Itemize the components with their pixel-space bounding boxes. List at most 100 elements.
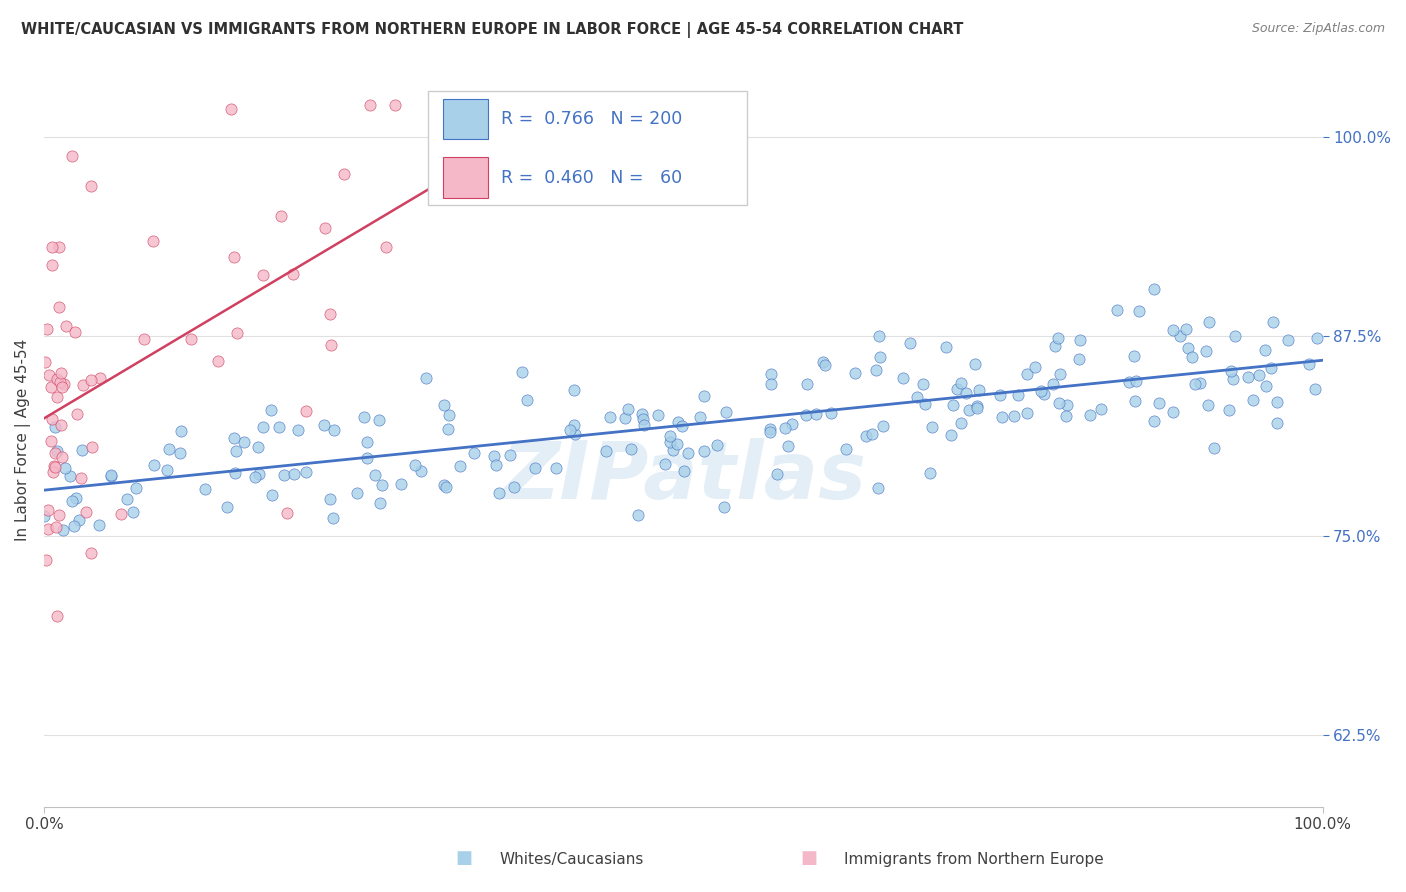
Point [898,336,921,351]
Point [70,442,93,457]
Point [905,391,928,405]
Point [226,326,249,340]
Point [949,376,972,390]
Point [55,319,77,334]
Point [110,507,132,521]
Point [647,409,669,423]
Point [1143,282,1166,296]
Point [1056,398,1078,412]
Point [562,417,585,432]
FancyBboxPatch shape [427,91,748,205]
Point [39,434,62,449]
Point [80,373,103,387]
Point [80,178,103,193]
Point [866,481,889,495]
Point [404,458,426,472]
Point [65,491,87,505]
Point [356,434,378,449]
Point [45,520,67,534]
Point [252,268,274,282]
Point [1195,343,1218,358]
Point [654,457,676,471]
Point [1265,416,1288,430]
Point [437,408,460,422]
Point [1247,368,1270,382]
Text: ■: ■ [800,849,817,867]
Point [389,477,412,491]
Point [921,420,943,434]
Point [100,467,122,482]
Point [41,412,63,426]
Point [1188,376,1211,391]
Point [294,465,316,479]
Point [759,422,782,436]
Text: WHITE/CAUCASIAN VS IMMIGRANTS FROM NORTHERN EUROPE IN LABOR FORCE | AGE 45-54 CO: WHITE/CAUCASIAN VS IMMIGRANTS FROM NORTH… [21,22,963,38]
Point [42,465,65,479]
Point [37,502,59,516]
Point [1260,360,1282,375]
Point [564,427,586,442]
Point [820,406,842,420]
Point [918,466,941,480]
Point [516,393,538,408]
Point [1002,409,1025,424]
Point [965,357,987,371]
Point [1241,392,1264,407]
Point [1090,402,1112,417]
Point [45,608,67,623]
Point [48,300,70,314]
Point [631,411,654,425]
Point [449,459,471,474]
Text: ZIPatlas: ZIPatlas [501,438,866,516]
Point [523,460,546,475]
Point [89,371,111,385]
Point [776,439,799,453]
Point [48,508,70,522]
Point [260,403,283,417]
Point [1069,352,1091,367]
Point [276,506,298,520]
Point [1161,323,1184,337]
Point [689,410,711,425]
Point [1032,387,1054,401]
Point [63,325,86,339]
Point [782,417,804,432]
Point [759,376,782,391]
Point [319,338,342,352]
Point [41,258,63,272]
Point [969,383,991,397]
Point [100,468,122,483]
Point [1218,402,1240,417]
Point [627,508,650,522]
Point [1254,343,1277,358]
Point [806,407,828,421]
Point [287,424,309,438]
Point [706,438,728,452]
Point [1024,359,1046,374]
Point [1184,376,1206,391]
Point [319,307,342,321]
Point [692,444,714,458]
Point [364,468,387,483]
Point [44,458,66,473]
Point [371,478,394,492]
Point [814,358,837,372]
Point [1202,442,1225,456]
Point [142,234,165,248]
Point [194,482,217,496]
Point [966,401,988,415]
Point [1015,406,1038,420]
Point [1042,376,1064,391]
Point [613,411,636,425]
Point [672,464,695,478]
Point [1198,315,1220,329]
Point [891,371,914,385]
Y-axis label: In Labor Force | Age 45-54: In Labor Force | Age 45-54 [15,339,31,541]
Point [942,398,965,412]
Point [1118,375,1140,389]
Point [1080,409,1102,423]
Point [333,167,356,181]
Point [53,377,76,392]
Point [87,518,110,533]
Point [1125,374,1147,388]
